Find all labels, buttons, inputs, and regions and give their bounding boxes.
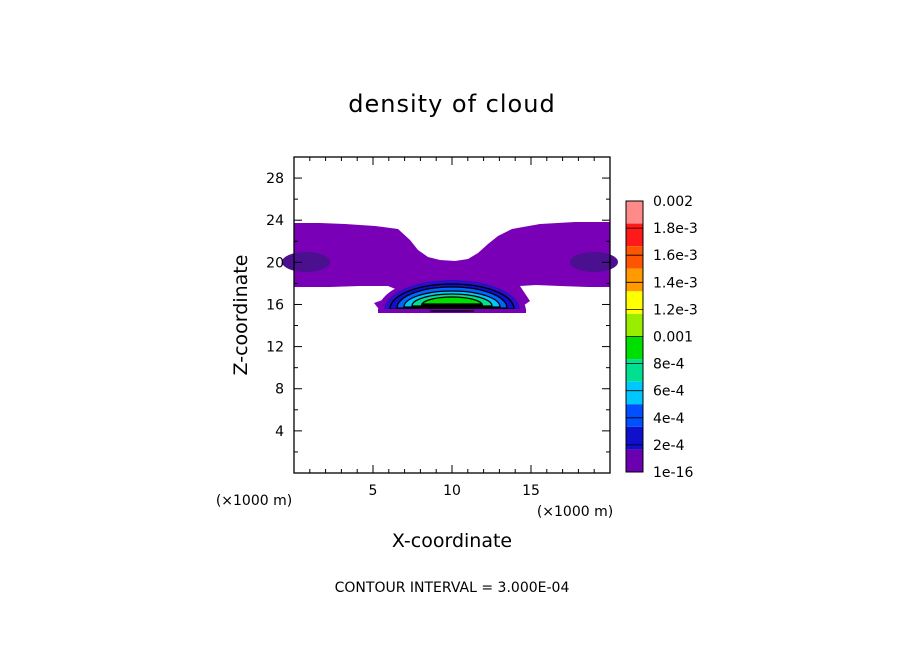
contour-line <box>403 290 501 308</box>
colorbar-label: 1.2e-3 <box>653 302 698 318</box>
colorbar-swatch <box>626 426 643 450</box>
cloud-core-right <box>570 252 618 272</box>
y-axis-label: Z-coordinate <box>230 255 252 376</box>
cloud-field <box>282 222 618 313</box>
colorbar-label: 1e-16 <box>653 465 693 481</box>
colorbar-swatch <box>626 291 643 314</box>
colorbar-label: 2e-4 <box>653 438 685 454</box>
contour-line <box>421 296 483 306</box>
y-tick-label: 4 <box>275 424 284 440</box>
cloud-region-1e-16 <box>294 222 610 312</box>
colorbar-swatch <box>626 268 643 292</box>
colorbar-swatch <box>626 223 643 247</box>
colorbar-label: 1.8e-3 <box>653 221 698 237</box>
colorbar-label: 0.002 <box>653 194 693 210</box>
colorbar-swatch <box>626 336 643 360</box>
x-ticks: 5 10 15 <box>309 157 595 499</box>
contour-line <box>411 293 493 307</box>
colorbar-label: 6e-4 <box>653 384 685 400</box>
colorbar-swatch <box>626 404 643 427</box>
x-unit-right: (×1000 m) <box>537 504 613 520</box>
chart-title: density of cloud <box>348 90 555 118</box>
y-tick-label: 24 <box>266 213 284 229</box>
x-tick-label: 10 <box>443 483 461 499</box>
cloud-dome-layer <box>422 297 482 305</box>
y-ticks: 4 8 12 16 20 24 28 <box>266 171 610 453</box>
contour-line <box>396 286 508 309</box>
y-tick-label: 28 <box>266 171 284 187</box>
colorbar-label: 8e-4 <box>653 357 685 373</box>
colorbar-label: 1.6e-3 <box>653 248 698 264</box>
y-tick-label: 8 <box>275 382 284 398</box>
x-tick-label: 5 <box>369 483 378 499</box>
contour-line <box>389 283 515 310</box>
plot-area: 5 10 15 4 8 12 16 20 24 28 <box>266 156 618 499</box>
colorbar-swatch <box>626 449 643 472</box>
colorbar-label: 0.001 <box>653 330 693 346</box>
x-axis-label: X-coordinate <box>392 530 512 552</box>
x-tick-label: 15 <box>522 483 540 499</box>
y-tick-label: 20 <box>266 255 284 271</box>
colorbar-swatch <box>626 201 643 224</box>
y-tick-label: 16 <box>266 297 284 313</box>
colorbar-swatch <box>626 313 643 337</box>
cloud-core-left <box>282 252 330 272</box>
colorbar: 0.002 1.8e-3 1.6e-3 1.4e-3 1.2e-3 0.001 8e-4 6e… <box>625 194 698 481</box>
contour-interval-note: CONTOUR INTERVAL = 3.000E-04 <box>335 580 570 596</box>
plot-frame <box>293 156 611 474</box>
x-unit-left: (×1000 m) <box>216 493 292 509</box>
y-tick-label: 12 <box>266 340 284 356</box>
colorbar-label: 4e-4 <box>653 411 685 427</box>
colorbar-swatch <box>626 246 643 269</box>
colorbar-swatch <box>626 381 643 405</box>
colorbar-label: 1.4e-3 <box>653 275 698 291</box>
colorbar-swatch <box>626 359 643 382</box>
